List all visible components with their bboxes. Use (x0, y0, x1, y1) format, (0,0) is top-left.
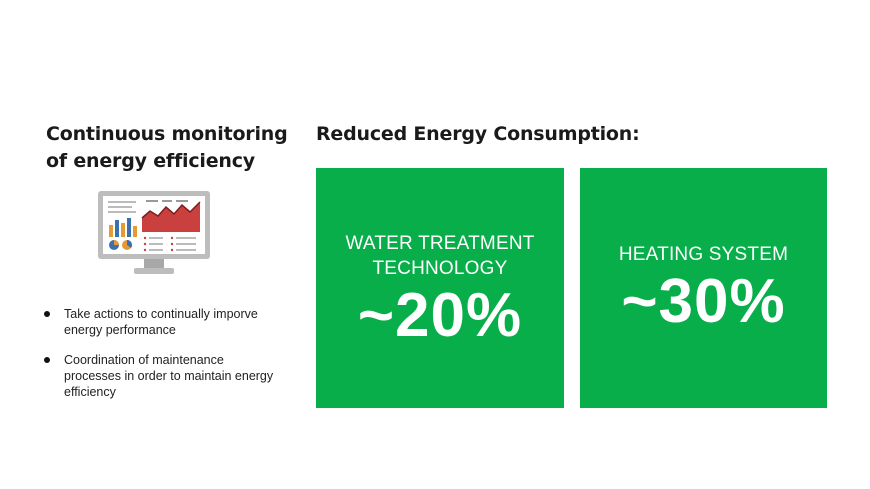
bullet-dot-icon (44, 311, 50, 317)
energy-consumption-title: Reduced Energy Consumption: (316, 123, 640, 145)
water-treatment-card: WATER TREATMENT TECHNOLOGY ~20% (316, 168, 564, 408)
heating-system-card: HEATING SYSTEM ~30% (580, 168, 827, 408)
card-value: ~20% (357, 281, 523, 350)
list-item: Take actions to continually imporve ener… (44, 306, 284, 338)
bullet-text: Coordination of maintenance processes in… (64, 353, 274, 399)
card-value: ~30% (621, 266, 786, 336)
monitor-dashboard-icon (98, 191, 210, 274)
bullet-text: Take actions to continually imporve ener… (64, 307, 258, 337)
bullet-list: Take actions to continually imporve ener… (44, 306, 284, 414)
list-item: Coordination of maintenance processes in… (44, 352, 284, 400)
monitoring-title: Continuous monitoring of energy efficien… (46, 123, 288, 172)
card-label: WATER TREATMENT TECHNOLOGY (345, 233, 535, 279)
bullet-dot-icon (44, 357, 50, 363)
card-label: HEATING SYSTEM (618, 243, 789, 265)
